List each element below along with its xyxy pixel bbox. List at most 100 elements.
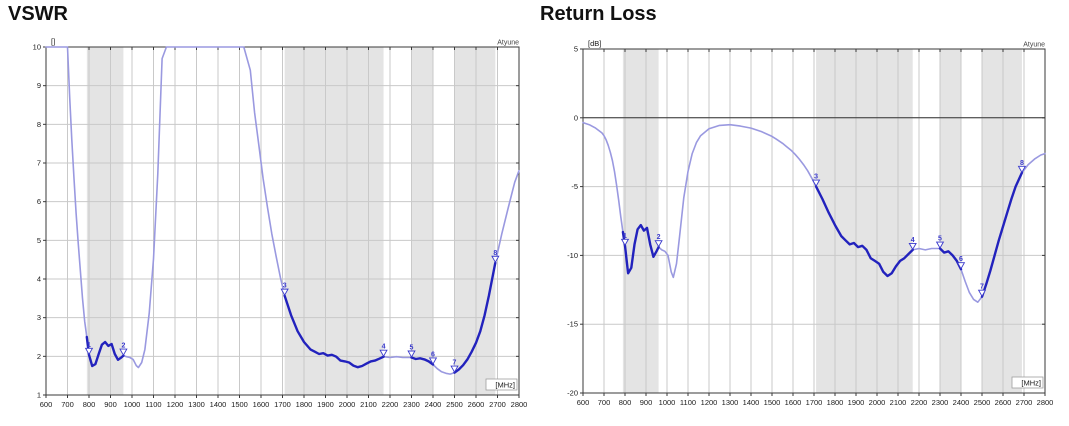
vswr-marker-6-label: 6: [431, 351, 435, 358]
vswr-marker-1-label: 1: [87, 342, 91, 349]
return-loss-marker-8-label: 8: [1020, 160, 1024, 167]
return-loss-marker-6-triangle-icon: [956, 262, 966, 270]
return-loss-marker-8-triangle-icon: [1017, 165, 1027, 174]
svg-text:6: 6: [37, 197, 41, 206]
svg-text:2800: 2800: [1037, 398, 1054, 407]
svg-text:2100: 2100: [360, 400, 377, 409]
vswr-marker-2-triangle-icon: [119, 348, 128, 356]
svg-text:2500: 2500: [974, 398, 991, 407]
vswr-frame: [43, 46, 520, 398]
svg-text:2200: 2200: [911, 398, 928, 407]
svg-text:2400: 2400: [953, 398, 970, 407]
svg-text:9: 9: [37, 81, 41, 90]
svg-text:1200: 1200: [701, 398, 718, 407]
svg-text:1400: 1400: [210, 400, 227, 409]
vswr-unit-label: []: [51, 37, 55, 46]
svg-text:1900: 1900: [317, 400, 334, 409]
svg-text:-5: -5: [571, 182, 578, 191]
svg-text:1600: 1600: [253, 400, 270, 409]
svg-text:10: 10: [33, 43, 41, 52]
return-loss-marker-7-triangle-icon: [977, 289, 987, 298]
svg-text:600: 600: [40, 400, 53, 409]
svg-text:1500: 1500: [231, 400, 248, 409]
vswr-bands: [86, 47, 496, 395]
svg-text:-20: -20: [567, 389, 578, 398]
svg-text:900: 900: [104, 400, 117, 409]
return-loss-marker-2-triangle-icon: [654, 240, 663, 248]
svg-text:1600: 1600: [785, 398, 802, 407]
return-loss-curve: [582, 121, 1046, 303]
svg-text:1100: 1100: [145, 400, 161, 409]
vswr-marker-8-triangle-icon: [491, 255, 500, 264]
svg-text:3: 3: [37, 313, 41, 322]
return-loss-bands: [622, 49, 1022, 393]
return-loss-marker-5-triangle-icon: [935, 241, 945, 249]
svg-text:2000: 2000: [339, 400, 356, 409]
return-loss-chart-title: Return Loss: [540, 3, 657, 25]
svg-text:2: 2: [37, 352, 41, 361]
return-loss-marker-6-label: 6: [959, 256, 963, 263]
vswr-marker-6-triangle-icon: [428, 357, 438, 365]
svg-text:800: 800: [619, 398, 632, 407]
svg-text:2300: 2300: [932, 398, 949, 407]
vswr-mhz-label: [MHz]: [495, 381, 515, 390]
svg-text:1000: 1000: [124, 400, 141, 409]
return-loss-frame: [580, 48, 1046, 396]
svg-text:-15: -15: [567, 320, 578, 329]
svg-text:800: 800: [83, 400, 96, 409]
return-loss-markers: 1 2 3 4 5 6 7 8: [620, 160, 1027, 298]
svg-text:1800: 1800: [296, 400, 313, 409]
vswr-marker-5-label: 5: [410, 344, 414, 351]
vswr-marker-3-triangle-icon: [280, 288, 289, 297]
return-loss-marker-7-label: 7: [980, 284, 984, 291]
svg-text:1100: 1100: [680, 398, 696, 407]
vswr-plot: 600 700 800 900 1000 1100 1200 1300 1400 1500 1600…: [33, 37, 528, 409]
return-loss-mhz-label: [MHz]: [1021, 379, 1041, 388]
svg-text:1000: 1000: [659, 398, 676, 407]
svg-text:2600: 2600: [468, 400, 485, 409]
vswr-curve: [45, 46, 520, 375]
return-loss-watermark: Atyune: [1023, 42, 1045, 49]
svg-text:2800: 2800: [511, 400, 528, 409]
svg-text:1800: 1800: [827, 398, 844, 407]
svg-text:700: 700: [61, 400, 74, 409]
svg-text:2300: 2300: [403, 400, 420, 409]
svg-text:2000: 2000: [869, 398, 886, 407]
svg-text:1300: 1300: [188, 400, 205, 409]
return-loss-marker-5-label: 5: [938, 236, 942, 243]
vswr-marker-5-triangle-icon: [407, 350, 416, 358]
vswr-watermark: Atyune: [497, 40, 519, 47]
vswr-marker-4-triangle-icon: [379, 349, 388, 358]
svg-text:2700: 2700: [1016, 398, 1033, 407]
return-loss-marker-4-label: 4: [911, 237, 915, 244]
svg-text:4: 4: [37, 275, 41, 284]
vswr-marker-2-label: 2: [121, 343, 125, 350]
return-loss-unit-label: [dB]: [588, 39, 601, 48]
svg-text:8: 8: [37, 120, 41, 129]
return-loss-marker-3-label: 3: [814, 174, 818, 181]
svg-text:1500: 1500: [764, 398, 781, 407]
svg-text:700: 700: [598, 398, 611, 407]
vswr-marker-7-triangle-icon: [450, 365, 459, 373]
svg-text:1: 1: [37, 391, 41, 400]
return-loss-plot: 600 700 800 900 1000 1100 1200 1300 1400 1500 1600…: [567, 39, 1053, 407]
vswr-marker-3-label: 3: [283, 283, 287, 290]
svg-text:2600: 2600: [995, 398, 1012, 407]
svg-text:5: 5: [574, 45, 578, 54]
svg-text:900: 900: [640, 398, 653, 407]
return-loss-marker-2-label: 2: [657, 234, 661, 241]
svg-text:2400: 2400: [425, 400, 442, 409]
vswr-chart-title: VSWR: [8, 3, 68, 25]
svg-text:7: 7: [37, 159, 41, 168]
return-loss-marker-3-triangle-icon: [811, 179, 821, 188]
svg-text:5: 5: [37, 236, 41, 245]
svg-text:1900: 1900: [848, 398, 865, 407]
svg-text:1400: 1400: [743, 398, 760, 407]
return-loss-marker-4-triangle-icon: [908, 242, 917, 251]
svg-text:-10: -10: [567, 251, 578, 260]
vswr-marker-7-label: 7: [453, 360, 457, 367]
svg-text:1300: 1300: [722, 398, 739, 407]
svg-text:600: 600: [577, 398, 590, 407]
svg-text:1700: 1700: [806, 398, 823, 407]
